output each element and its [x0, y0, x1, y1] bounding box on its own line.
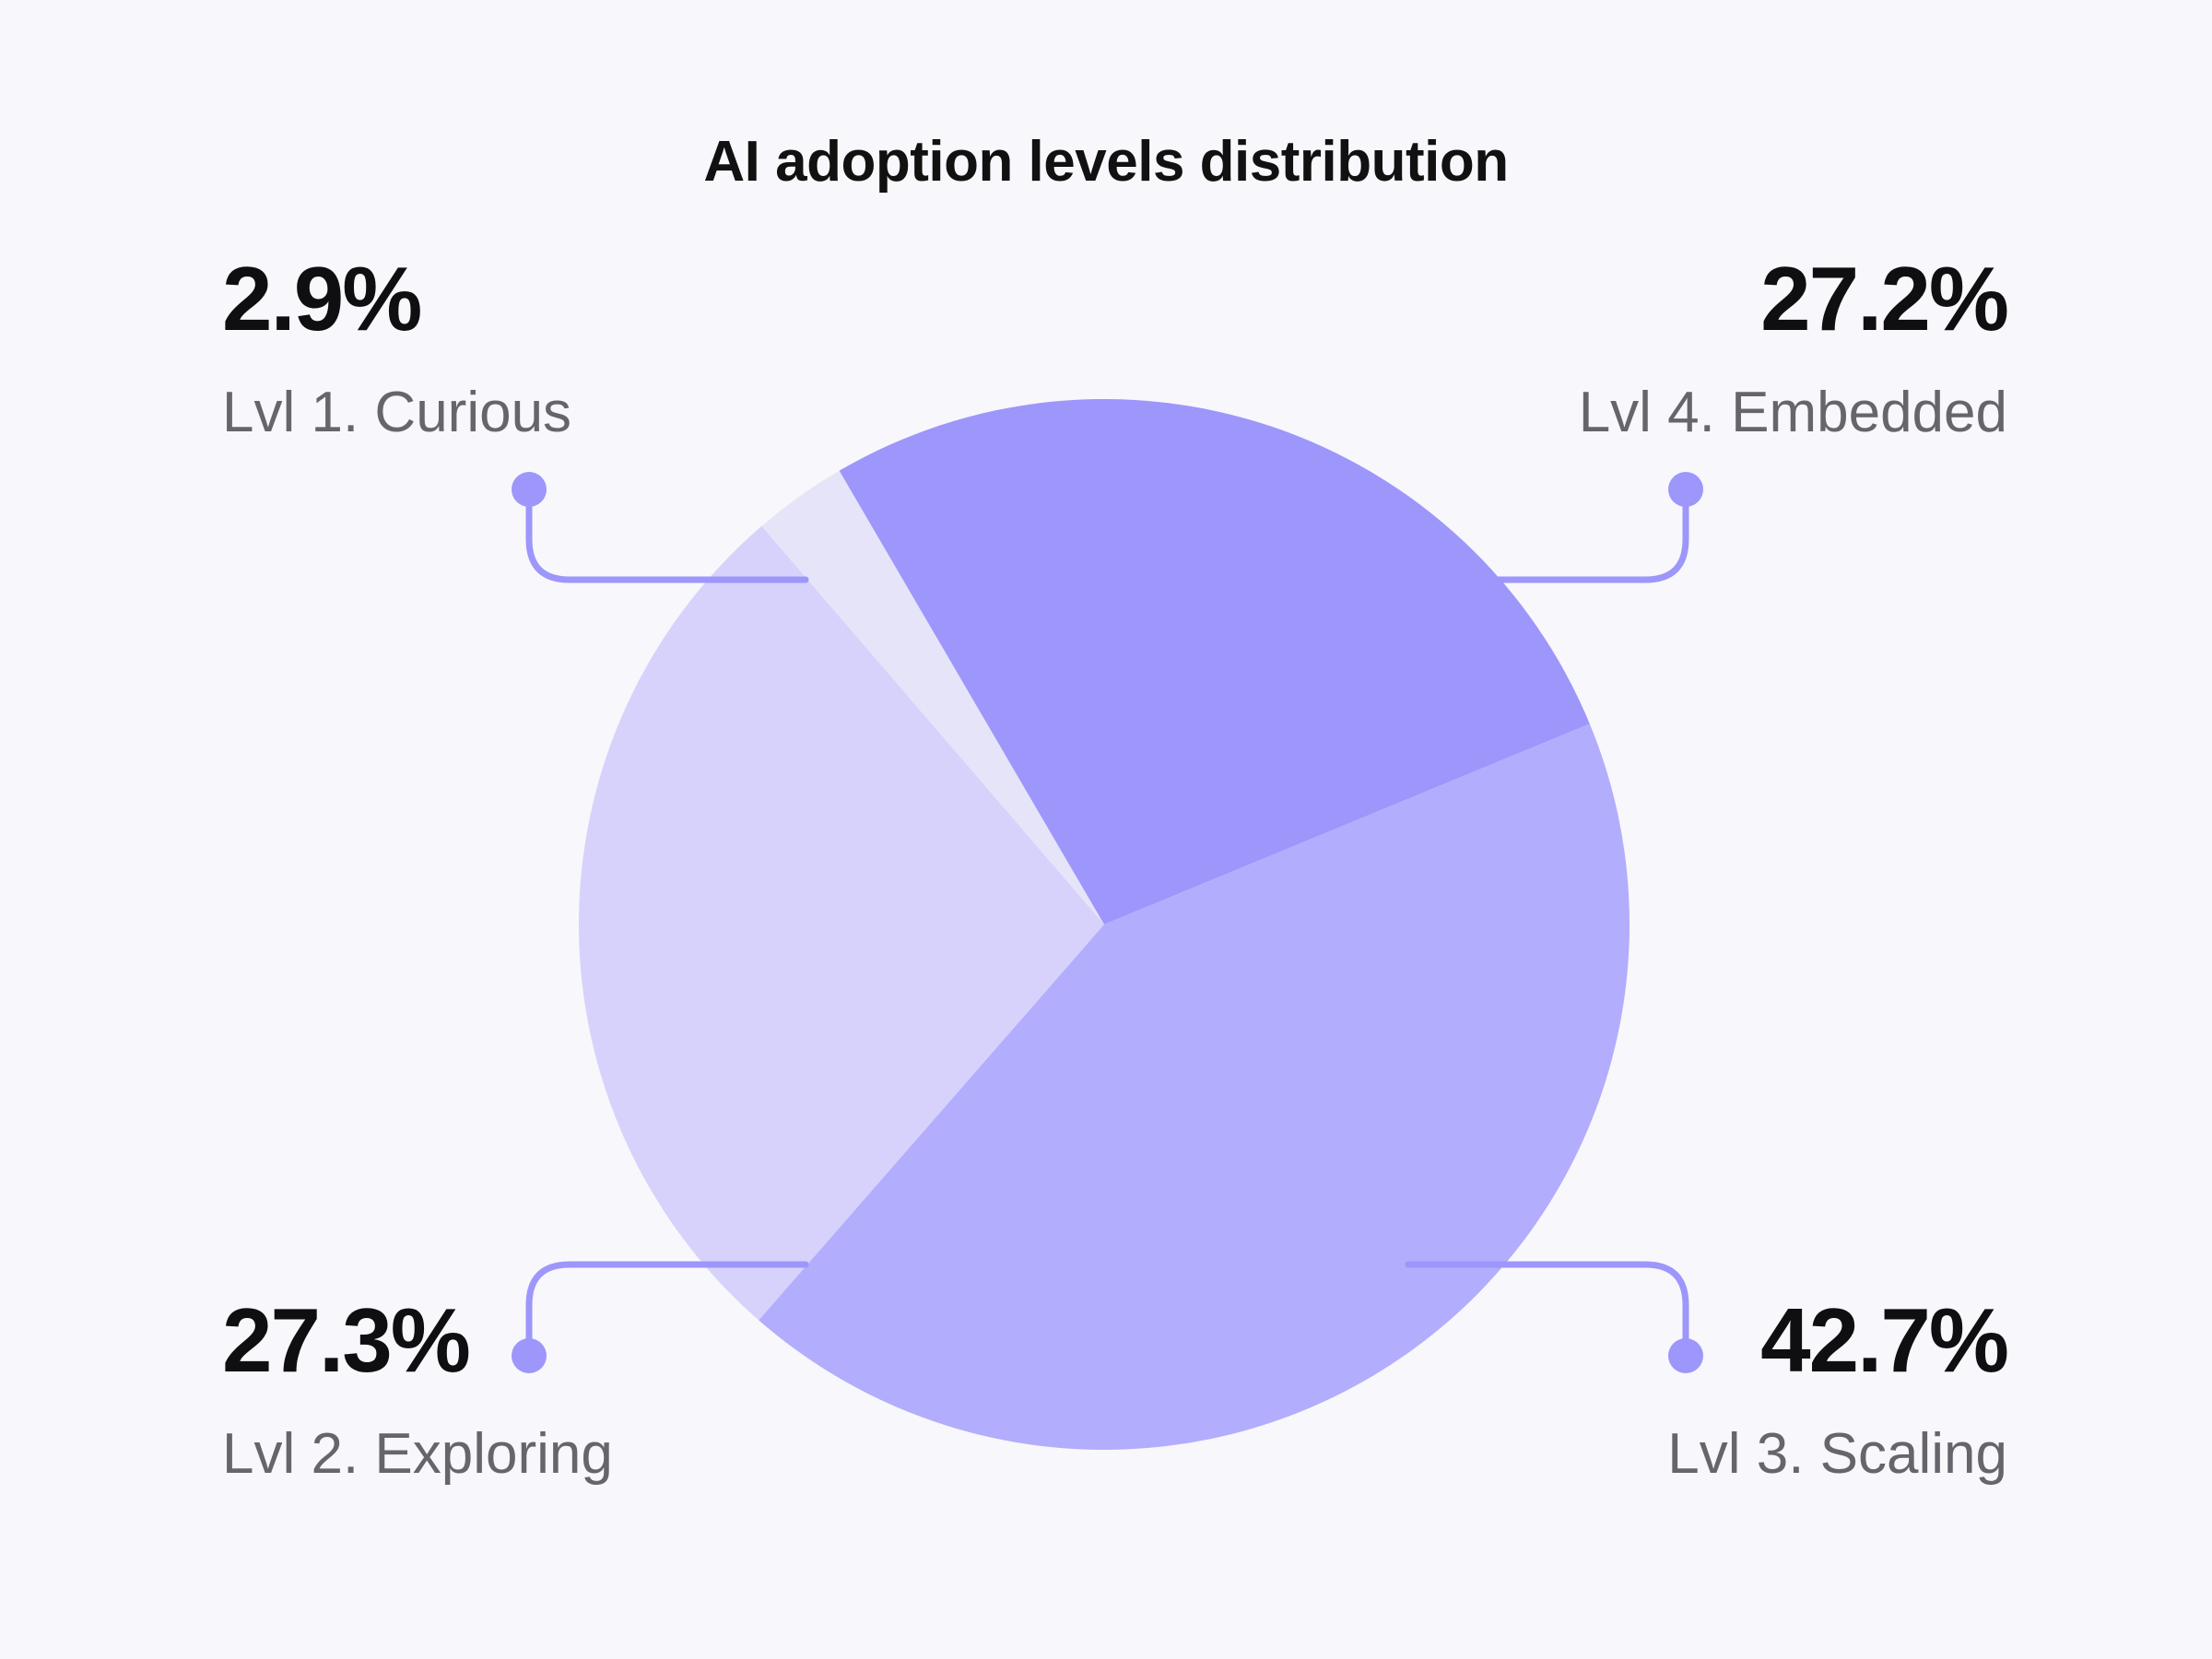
- chart-title: AI adoption levels distribution: [703, 130, 1509, 194]
- percent-label-lvl2: 27.3%: [222, 1289, 471, 1391]
- leader-line-lvl2: [525, 1261, 809, 1359]
- callout-lvl3: 42.7% Lvl 3. Scaling: [1667, 1289, 2009, 1486]
- leader-lines: [512, 472, 1703, 1373]
- category-label-lvl3: Lvl 3. Scaling: [1667, 1422, 2007, 1486]
- callout-lvl4: 27.2% Lvl 4. Embedded: [1578, 248, 2009, 444]
- pie-slice-lvl2: [578, 525, 1104, 1321]
- leader-line-lvl1: [525, 486, 809, 583]
- pie-slice-lvl4: [839, 399, 1590, 924]
- pie-slice-lvl3: [759, 724, 1630, 1450]
- callout-lvl1: 2.9% Lvl 1. Curious: [222, 253, 571, 441]
- callout-lvl2: 27.3% Lvl 2. Exploring: [222, 1295, 613, 1483]
- leader-line-lvl4: [1491, 486, 1689, 583]
- pie-slice-lvl1: [761, 470, 1104, 924]
- category-label-lvl2: Lvl 2. Exploring: [222, 1422, 613, 1486]
- percent-label-lvl4: 27.2%: [1760, 248, 2009, 349]
- pie-slices: [578, 399, 1630, 1450]
- category-label-lvl4: Lvl 4. Embedded: [1578, 381, 2007, 444]
- leader-line-lvl3: [1405, 1261, 1689, 1359]
- leader-dot-lvl3: [1668, 1338, 1703, 1373]
- category-label-lvl1: Lvl 1. Curious: [222, 381, 572, 444]
- percent-label-lvl3: 42.7%: [1760, 1289, 2009, 1391]
- leader-dot-lvl2: [512, 1338, 547, 1373]
- percent-label-lvl1: 2.9%: [222, 248, 422, 349]
- leader-dot-lvl4: [1668, 472, 1703, 507]
- leader-dot-lvl1: [512, 472, 547, 507]
